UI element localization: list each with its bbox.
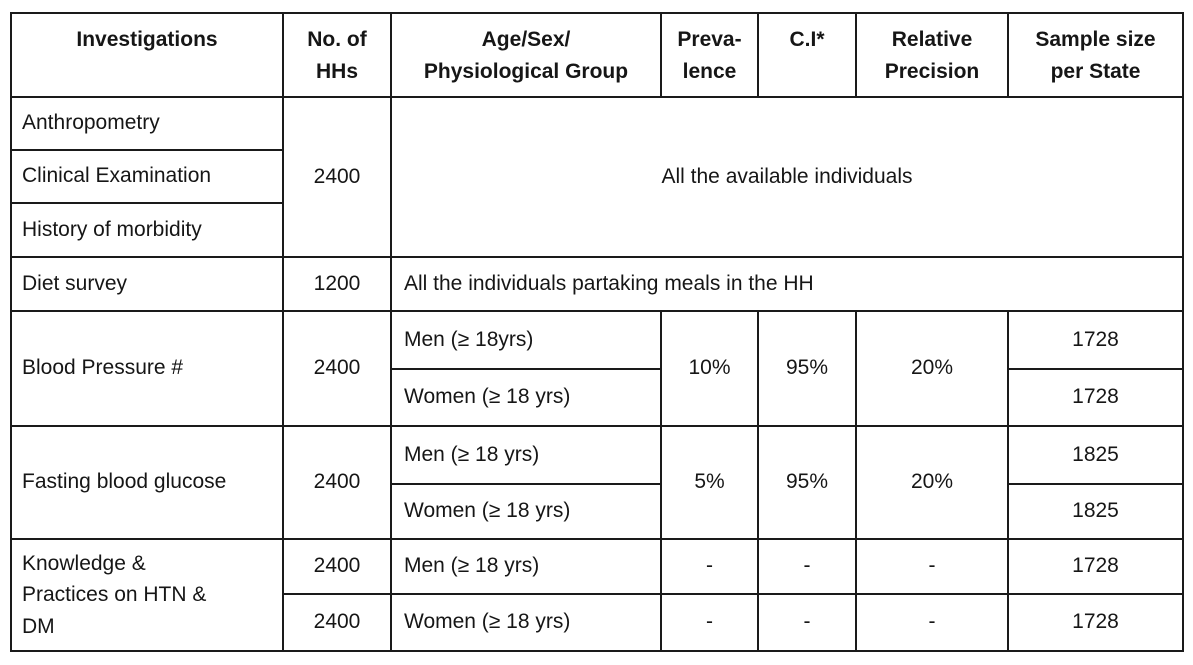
cell-hhs-anthropometry-section: 2400 <box>282 96 392 258</box>
header-sample-size-per-state: Sample size per State <box>1007 12 1184 98</box>
cell-ci-bp: 95% <box>757 310 857 427</box>
cell-investigation-history-of-morbidity: History of morbidity <box>10 202 284 258</box>
cell-investigation-knowledge-practices: Knowledge & Practices on HTN & DM <box>10 538 284 652</box>
header-no-of-hhs: No. of HHs <box>282 12 392 98</box>
row-knowledge-practices-men: Knowledge & Practices on HTN & DM 2400 M… <box>10 538 1184 652</box>
cell-relative-precision-kp-women: - <box>855 593 1009 652</box>
cell-group-fbg-women: Women (≥ 18 yrs) <box>390 483 662 540</box>
cell-investigation-clinical-examination: Clinical Examination <box>10 149 284 204</box>
cell-prevalence-kp-women: - <box>660 593 759 652</box>
cell-group-kp-women: Women (≥ 18 yrs) <box>390 593 662 652</box>
cell-sample-bp-women: 1728 <box>1007 368 1184 427</box>
cell-sample-fbg-men: 1825 <box>1007 425 1184 485</box>
cell-prevalence-fbg: 5% <box>660 425 759 540</box>
row-blood-pressure-men: Blood Pressure # 2400 Men (≥ 18yrs) 10% … <box>10 310 1184 427</box>
cell-investigation-blood-pressure: Blood Pressure # <box>10 310 284 427</box>
row-history-of-morbidity: History of morbidity <box>10 202 1183 258</box>
cell-prevalence-kp-men: - <box>660 538 759 595</box>
row-anthropometry: Anthropometry 2400 All the available ind… <box>10 96 1184 258</box>
cell-hhs-diet-survey: 1200 <box>282 256 392 312</box>
header-relative-precision: Relative Precision <box>855 12 1009 98</box>
cell-relative-precision-fbg: 20% <box>855 425 1009 540</box>
cell-group-bp-men: Men (≥ 18yrs) <box>390 310 662 370</box>
cell-prevalence-bp: 10% <box>660 310 759 427</box>
cell-investigation-fasting-blood-glucose: Fasting blood glucose <box>10 425 284 540</box>
cell-hhs-kp-women: 2400 <box>282 593 392 652</box>
cell-ci-fbg: 95% <box>757 425 857 540</box>
row-clinical-examination: Clinical Examination <box>10 149 1183 204</box>
cell-group-all-available-individuals: All the available individuals <box>390 96 1184 258</box>
cell-sample-kp-men: 1728 <box>1007 538 1184 595</box>
cell-investigation-diet-survey: Diet survey <box>10 256 284 312</box>
cell-ci-kp-men: - <box>757 538 857 595</box>
row-fasting-blood-glucose-women: Women (≥ 18 yrs) 1825 <box>11 483 1184 540</box>
cell-relative-precision-bp: 20% <box>855 310 1009 427</box>
header-age-sex-group: Age/Sex/ Physiological Group <box>390 12 662 98</box>
cell-group-partaking-meals: All the individuals partaking meals in t… <box>390 256 1184 312</box>
header-ci: C.I* <box>757 12 857 98</box>
cell-hhs-kp-men: 2400 <box>282 538 392 595</box>
cell-hhs-fasting-blood-glucose: 2400 <box>282 425 392 540</box>
sampling-design-table: Investigations No. of HHs Age/Sex/ Physi… <box>10 12 1184 652</box>
cell-sample-kp-women: 1728 <box>1007 593 1184 652</box>
cell-sample-bp-men: 1728 <box>1007 310 1184 370</box>
cell-group-fbg-men: Men (≥ 18 yrs) <box>390 425 662 485</box>
row-diet-survey: Diet survey 1200 All the individuals par… <box>10 256 1184 312</box>
cell-relative-precision-kp-men: - <box>855 538 1009 595</box>
row-blood-pressure-women: Women (≥ 18 yrs) 1728 <box>11 368 1184 427</box>
cell-ci-kp-women: - <box>757 593 857 652</box>
cell-investigation-anthropometry: Anthropometry <box>10 96 284 151</box>
table-header-row: Investigations No. of HHs Age/Sex/ Physi… <box>10 12 1184 98</box>
row-knowledge-practices-women: 2400 Women (≥ 18 yrs) - - - 1728 <box>11 593 1184 652</box>
cell-group-bp-women: Women (≥ 18 yrs) <box>390 368 662 427</box>
header-prevalence: Preva- lence <box>660 12 759 98</box>
cell-group-kp-men: Men (≥ 18 yrs) <box>390 538 662 595</box>
header-investigations: Investigations <box>10 12 284 98</box>
cell-sample-fbg-women: 1825 <box>1007 483 1184 540</box>
row-fasting-blood-glucose-men: Fasting blood glucose 2400 Men (≥ 18 yrs… <box>10 425 1184 540</box>
cell-hhs-blood-pressure: 2400 <box>282 310 392 427</box>
